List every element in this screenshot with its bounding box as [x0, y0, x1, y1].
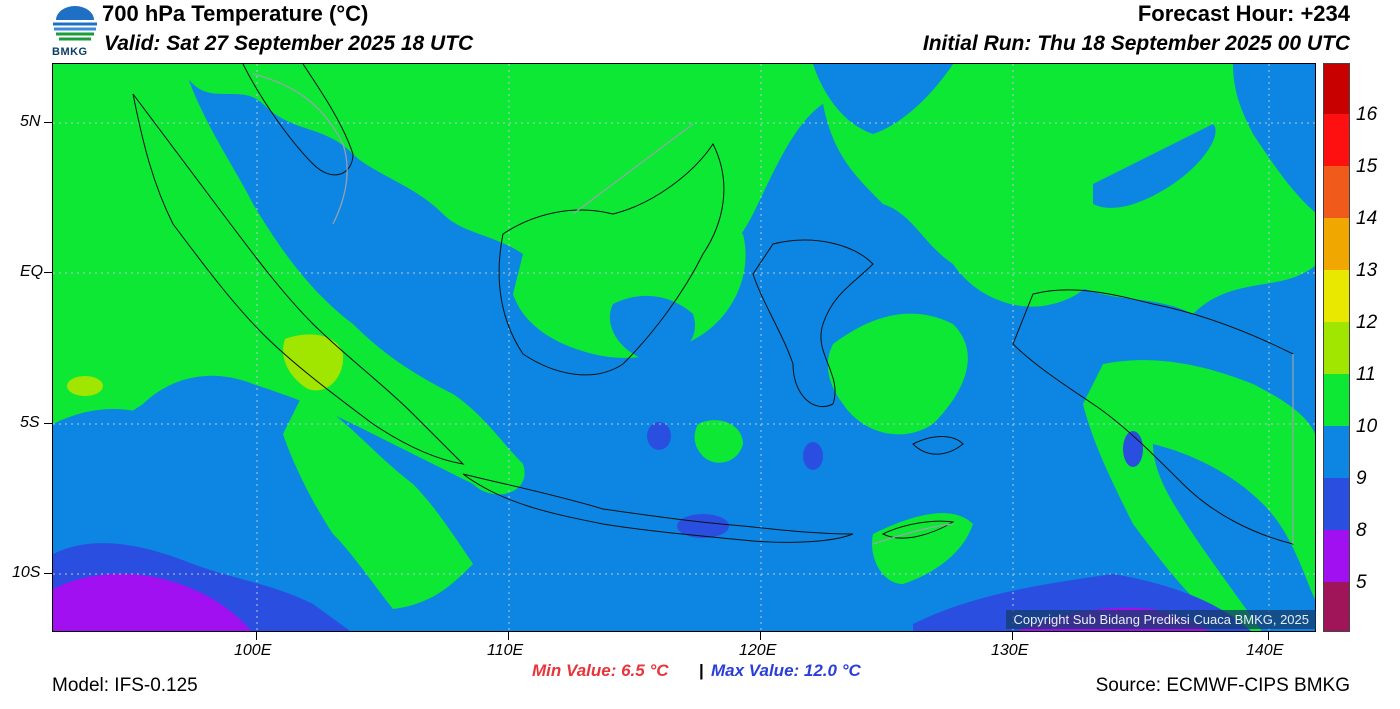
- forecast-hour: Forecast Hour: +234: [1137, 1, 1350, 26]
- lon-tick: [256, 632, 257, 640]
- field-10-11-java: [283, 394, 473, 609]
- map-title: 700 hPa Temperature (°C): [102, 1, 369, 26]
- java-coast: [462, 473, 854, 543]
- colorbar-segment: [1324, 322, 1349, 374]
- valid-time: Valid: Sat 27 September 2025 18 UTC: [104, 32, 474, 55]
- field-9-10-north: [813, 64, 953, 134]
- colorbar-segment: [1324, 478, 1349, 530]
- colorbar-label: 13: [1356, 260, 1378, 281]
- colorbar-label: 9: [1356, 468, 1367, 489]
- field-10-11-papua-north: [953, 205, 1098, 307]
- colorbar-label: 8: [1356, 520, 1367, 541]
- colorbar-segment: [1324, 64, 1349, 114]
- lat-label-5s: 5S: [20, 414, 40, 431]
- borneo-coast: [498, 143, 725, 376]
- logo-text: BMKG: [52, 46, 88, 58]
- field-10-11-ntt: [872, 513, 973, 584]
- colorbar-segment: [1324, 582, 1349, 631]
- lat-tick: [44, 122, 52, 123]
- temperature-map: [52, 63, 1316, 632]
- field-9-10-ne-edge: [1233, 64, 1315, 213]
- field-8-9-spot: [1123, 431, 1143, 467]
- model-label: Model: IFS-0.125: [52, 675, 198, 696]
- lat-label-eq: EQ: [20, 263, 44, 280]
- lat-tick: [44, 272, 52, 273]
- max-value: Max Value: 12.0 °C: [711, 661, 861, 680]
- lon-tick: [1012, 632, 1013, 640]
- lon-label-110e: 110E: [487, 642, 524, 659]
- colorbar-label: 5: [1356, 572, 1367, 593]
- colorbar-segment: [1324, 270, 1349, 322]
- colorbar-label: 14: [1356, 208, 1378, 229]
- colorbar-segment: [1324, 218, 1349, 270]
- colorbar-label: 11: [1356, 364, 1376, 385]
- colorbar-label: 16: [1356, 104, 1378, 125]
- colorbar: [1323, 63, 1350, 632]
- lat-tick: [44, 423, 52, 424]
- field-5-8-sw: [53, 573, 252, 631]
- lat-tick: [44, 573, 52, 574]
- field-9-10-east: [1153, 444, 1315, 631]
- min-value: Min Value: 6.5 °C: [532, 661, 669, 680]
- field-8-9-spot: [803, 442, 823, 470]
- lat-label-10s: 10S: [12, 564, 41, 581]
- field-10-11-maluku: [827, 313, 968, 435]
- lon-label-100e: 100E: [234, 642, 272, 659]
- malay-peninsula-coast: [242, 64, 354, 176]
- bmkg-logo: [50, 2, 100, 60]
- initial-run: Initial Run: Thu 18 September 2025 00 UT…: [922, 32, 1350, 55]
- field-8-9-spot: [647, 422, 671, 450]
- lat-label-5n: 5N: [20, 113, 41, 130]
- lon-tick: [760, 632, 761, 640]
- field-10-11-west: [53, 64, 525, 495]
- field-10-11-flores: [694, 420, 743, 463]
- graticule: [53, 64, 1315, 631]
- seram-coast: [912, 436, 964, 455]
- source-label: Source: ECMWF-CIPS BMKG: [1095, 675, 1350, 696]
- field-11-12-ocean: [67, 376, 103, 396]
- lon-label-120e: 120E: [739, 642, 777, 659]
- field-9-10-kalimantan: [609, 295, 695, 360]
- timor-coast: [881, 520, 955, 539]
- lon-label-140e: 140E: [1246, 642, 1284, 659]
- borders: [252, 73, 1294, 545]
- field-9-10-ne: [1093, 124, 1216, 208]
- colorbar-label: 15: [1356, 156, 1378, 177]
- field-8-9-lesser-sunda: [677, 514, 729, 538]
- colorbar-label: 10: [1356, 416, 1378, 437]
- value-separator: |: [699, 661, 704, 680]
- copyright-note: Copyright Sub Bidang Prediksi Cuaca BMKG…: [1006, 610, 1316, 629]
- sulawesi-coast: [752, 239, 874, 407]
- colorbar-segment: [1324, 166, 1349, 218]
- lon-tick: [508, 632, 509, 640]
- field-11-12-sumatra: [283, 334, 344, 391]
- lon-tick: [1268, 632, 1269, 640]
- lon-label-130e: 130E: [991, 642, 1029, 659]
- colorbar-segment: [1324, 426, 1349, 478]
- sumatra-coast: [132, 93, 465, 465]
- colorbar-segment: [1324, 530, 1349, 582]
- papua-coast: [1012, 289, 1294, 545]
- colorbar-segment: [1324, 374, 1349, 426]
- colorbar-segment: [1324, 114, 1349, 166]
- coastlines: [132, 64, 1294, 545]
- colorbar-label: 12: [1356, 312, 1378, 333]
